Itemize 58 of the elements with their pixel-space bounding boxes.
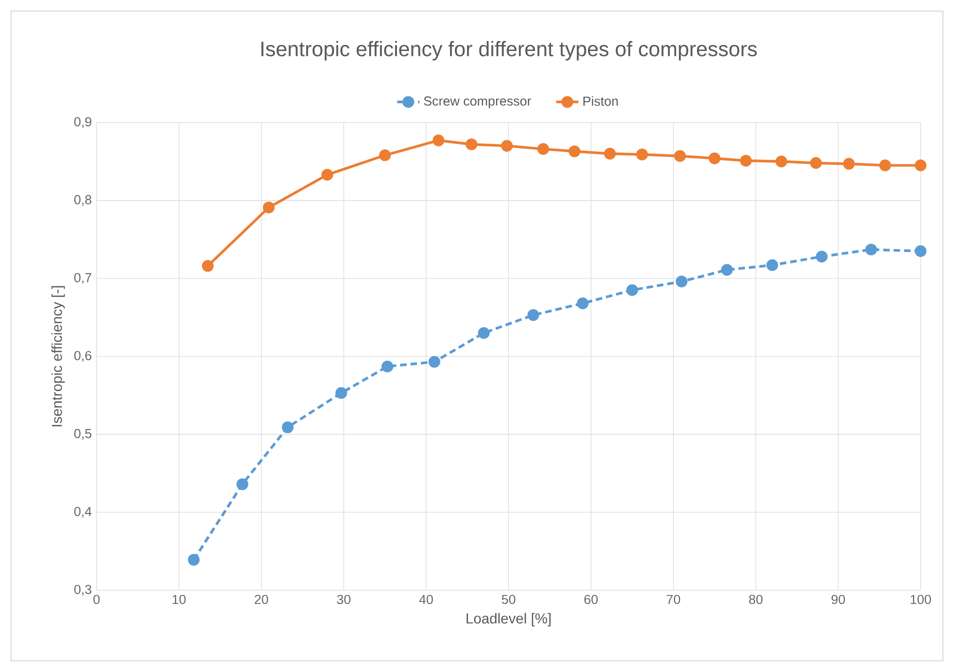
point	[775, 156, 788, 168]
y-tick-label: 0,6	[74, 351, 92, 362]
point	[568, 146, 580, 158]
x-axis-title: Loadlevel [%]	[466, 613, 551, 626]
point	[914, 245, 926, 258]
point	[604, 148, 616, 160]
point	[379, 149, 391, 162]
point	[432, 134, 444, 146]
point	[708, 152, 720, 164]
point	[478, 327, 490, 339]
y-tick-label: 0,9	[74, 117, 92, 128]
point	[527, 309, 540, 321]
point	[501, 140, 513, 152]
point	[466, 138, 478, 150]
y-tick-label: 0,8	[74, 195, 92, 206]
legend-label: Piston	[583, 96, 618, 106]
point	[335, 387, 348, 399]
point	[382, 360, 394, 372]
point	[236, 478, 248, 490]
y-axis-title: Isentropic efficiency [-]	[51, 286, 65, 426]
y-tick-label: 0,7	[74, 273, 92, 284]
point	[816, 250, 828, 263]
point	[202, 260, 214, 272]
x-tick-label: 20	[254, 594, 268, 604]
point	[537, 143, 550, 155]
point	[321, 168, 334, 181]
x-tick-label: 10	[172, 594, 186, 604]
point	[626, 284, 638, 296]
point	[810, 157, 822, 169]
point	[262, 202, 275, 214]
point	[843, 158, 855, 170]
x-tick-label: 70	[666, 594, 680, 604]
legend-label: Screw compressor	[424, 96, 532, 108]
chart-title: Isentropic efficiency for different types of compressors	[261, 41, 757, 61]
y-tick-label: 0,4	[74, 506, 92, 518]
x-tick-label: 0	[93, 594, 100, 604]
point	[676, 276, 688, 288]
point	[576, 298, 589, 310]
point	[674, 150, 686, 162]
point	[740, 154, 752, 167]
y-tick-label: 0,5	[74, 428, 92, 440]
point	[428, 356, 440, 368]
point	[636, 148, 648, 160]
x-tick-label: 60	[584, 594, 598, 604]
point	[879, 160, 892, 172]
point	[721, 264, 733, 276]
point	[282, 421, 294, 434]
y-tick-label: 0,3	[74, 584, 92, 596]
x-tick-label: 40	[419, 594, 433, 604]
x-tick-label: 100	[910, 594, 931, 604]
x-tick-label: 90	[832, 594, 845, 604]
x-tick-label: 80	[749, 594, 763, 604]
point	[914, 160, 926, 172]
x-tick-label: 30	[336, 594, 350, 604]
x-tick-label: 50	[502, 594, 516, 604]
point	[188, 554, 200, 566]
point	[865, 244, 878, 256]
point	[766, 259, 778, 272]
